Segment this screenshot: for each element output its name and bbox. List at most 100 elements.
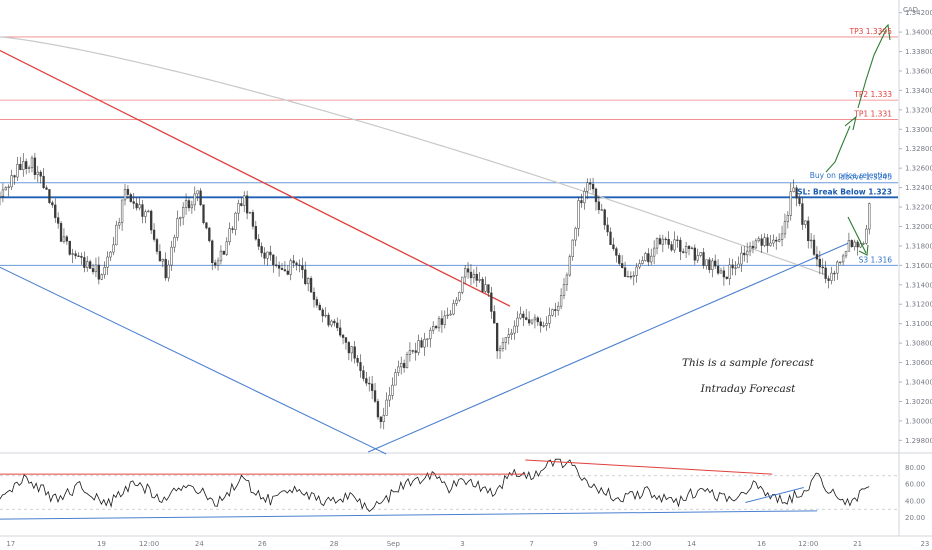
candle-body: [580, 200, 583, 204]
candle: [623, 261, 627, 277]
candle: [260, 242, 263, 257]
candle: [568, 254, 571, 277]
candle-body: [269, 251, 272, 256]
candle-body: [4, 187, 7, 191]
candle: [620, 255, 624, 269]
candle: [426, 338, 429, 348]
candle: [48, 189, 51, 205]
candle: [490, 286, 493, 319]
candle-body: [798, 197, 801, 204]
candle: [184, 193, 188, 215]
candle-body: [347, 342, 351, 354]
candle: [754, 238, 758, 249]
time-tick-label: 12:00: [798, 540, 818, 548]
candle: [379, 416, 382, 429]
candle: [432, 321, 435, 334]
candle: [315, 296, 319, 308]
candle: [368, 376, 371, 392]
candle-body: [304, 269, 307, 285]
price-tick-label: 1.32000: [905, 223, 932, 231]
candle: [673, 231, 676, 254]
candle-body: [254, 226, 257, 240]
candle-body: [440, 318, 444, 325]
candle: [216, 257, 220, 271]
candle-body: [609, 231, 612, 245]
candle: [714, 254, 717, 269]
candle: [682, 248, 685, 254]
candle-body: [821, 266, 824, 269]
candle: [821, 258, 824, 275]
candle: [382, 407, 385, 430]
candle-body: [350, 346, 353, 354]
candle-body: [545, 323, 548, 326]
candle-body: [484, 284, 487, 292]
candle-body: [591, 183, 595, 190]
price-tick-label: 1.34000: [905, 29, 932, 37]
candle: [501, 337, 505, 352]
candle-body: [330, 320, 333, 326]
candle-body: [193, 193, 196, 206]
candle: [347, 340, 351, 361]
candle: [77, 252, 80, 257]
osc-blue-support: [0, 510, 818, 520]
candle-body: [827, 278, 830, 281]
candle-body: [176, 218, 179, 238]
candle: [272, 254, 275, 273]
candle: [400, 356, 403, 375]
candle: [196, 190, 199, 202]
candle: [56, 212, 60, 229]
candle-body: [80, 255, 83, 258]
candle-body: [115, 224, 118, 246]
candle-body: [542, 325, 545, 327]
candle: [484, 276, 487, 293]
candle-body: [48, 189, 51, 203]
price-tick-label: 1.33600: [905, 67, 932, 75]
price-tick-label: 1.31400: [905, 281, 932, 289]
candle: [301, 257, 304, 279]
candle-body: [551, 309, 554, 316]
candle: [83, 251, 86, 273]
candle-body: [513, 325, 516, 334]
candle-body: [25, 161, 28, 169]
candle-body: [583, 191, 586, 204]
candle: [304, 261, 307, 286]
candle: [254, 220, 257, 241]
price-tick-label: 1.32800: [905, 145, 932, 153]
candle: [353, 341, 356, 364]
candle-body: [458, 292, 461, 301]
candle-body: [213, 262, 217, 266]
candle: [251, 209, 255, 230]
candle: [71, 248, 74, 264]
candle-body: [1, 189, 5, 197]
candle: [45, 185, 48, 190]
down-arrow-head-s3: [858, 244, 869, 256]
candle: [830, 266, 833, 285]
candle: [414, 342, 417, 361]
candle-body: [466, 268, 470, 273]
level-label: TP1 1.331: [853, 110, 892, 119]
candle-body: [597, 201, 601, 211]
candle: [705, 259, 708, 270]
candle-body: [144, 211, 147, 217]
candle-body: [45, 187, 48, 190]
candle: [135, 197, 138, 211]
candle: [542, 321, 545, 328]
up-arrow-to-tp3: [857, 29, 887, 109]
candle-body: [275, 264, 278, 266]
candle: [164, 252, 167, 281]
candle-body: [734, 267, 737, 269]
level-label: S3 1.316: [859, 255, 893, 264]
candle: [187, 197, 191, 212]
candle-body: [452, 303, 455, 315]
candle-body: [760, 238, 763, 246]
candle: [609, 227, 612, 245]
candle: [341, 333, 345, 345]
candle-body: [251, 212, 255, 227]
candle: [147, 209, 150, 213]
candle-body: [231, 228, 234, 230]
candle-body: [77, 255, 80, 257]
candle: [545, 316, 548, 331]
candle-body: [650, 255, 653, 263]
candle: [292, 254, 295, 268]
